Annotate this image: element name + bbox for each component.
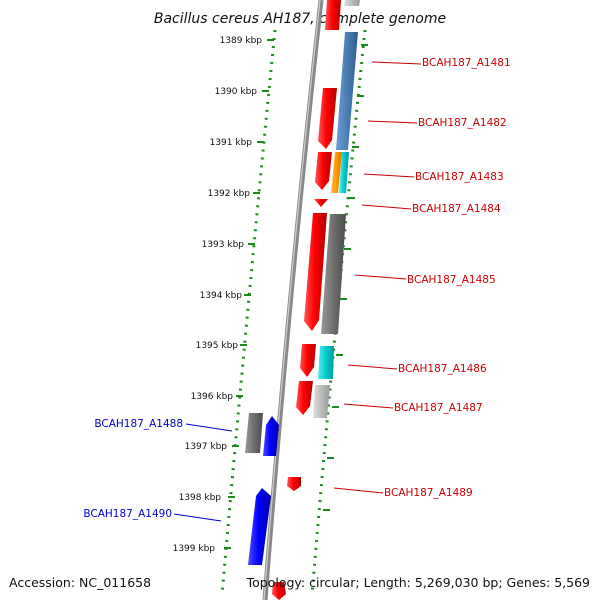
feature-block-orange[interactable]: [331, 152, 342, 193]
gene-arrow-A1483[interactable]: [315, 152, 332, 190]
gene-arrow-fragment[interactable]: [272, 582, 286, 600]
genome-backbone: [262, 0, 324, 600]
feature-block-cyan-2[interactable]: [318, 346, 334, 379]
scale-label: 1391 kbp: [210, 138, 253, 148]
feature-blocks: [245, 0, 360, 453]
topology-text: Topology: circular; Length: 5,269,030 bp…: [246, 575, 590, 590]
feature-block-cyan[interactable]: [339, 152, 349, 193]
gene-arrow-A1487[interactable]: [296, 381, 313, 415]
genome-backbone-highlight: [263, 0, 321, 600]
left-dotted-track: [220, 29, 277, 596]
scale-label: 1398 kbp: [179, 493, 222, 503]
gene-label-A1484[interactable]: BCAH187_A1484: [412, 203, 501, 215]
gene-label-A1490[interactable]: BCAH187_A1490: [83, 508, 172, 520]
scale-label: 1396 kbp: [191, 392, 234, 402]
scale-axis: 1389 kbp 1390 kbp 1391 kbp 1392 kbp 1393…: [173, 36, 274, 554]
scale-label: 1394 kbp: [200, 291, 243, 301]
right-dotted-track: [310, 29, 367, 596]
leader-line: [343, 403, 394, 409]
leader-line: [371, 61, 422, 65]
leader-line: [367, 120, 418, 124]
gene-label-A1487[interactable]: BCAH187_A1487: [394, 402, 483, 414]
scale-label: 1395 kbp: [196, 341, 239, 351]
gene-arrow-A1482[interactable]: [318, 88, 337, 149]
leader-line: [185, 423, 233, 432]
gene-arrow-A1488[interactable]: [263, 416, 279, 456]
right-leaders: [333, 61, 422, 494]
gene-label-A1481[interactable]: BCAH187_A1481: [422, 57, 511, 69]
leader-line: [347, 364, 398, 370]
accession-text: Accession: NC_011658: [9, 575, 151, 590]
gene-arrow-A1486[interactable]: [300, 344, 316, 377]
gene-arrow-A1481[interactable]: [325, 0, 341, 30]
gene-label-A1485[interactable]: BCAH187_A1485: [407, 274, 496, 286]
scale-label: 1390 kbp: [215, 87, 258, 97]
gene-label-A1482[interactable]: BCAH187_A1482: [418, 117, 507, 129]
map-title: Bacillus cereus AH187, complete genome: [154, 11, 446, 27]
gene-arrow-A1485[interactable]: [304, 213, 327, 331]
scale-label: 1393 kbp: [202, 240, 245, 250]
feature-block-steelblue[interactable]: [336, 32, 358, 150]
scale-label: 1397 kbp: [185, 442, 228, 452]
leader-line: [361, 204, 412, 210]
forward-genes: [272, 0, 341, 600]
gene-label-A1486[interactable]: BCAH187_A1486: [398, 363, 487, 375]
feature-block-gray[interactable]: [321, 214, 346, 334]
scale-label: 1389 kbp: [220, 36, 263, 46]
gene-arrow-A1490[interactable]: [248, 488, 271, 565]
reverse-genes: [248, 416, 279, 565]
leader-line: [354, 274, 407, 280]
left-leaders: [173, 423, 233, 522]
scale-label: 1392 kbp: [208, 189, 251, 199]
right-ticks: [323, 44, 368, 511]
feature-block-lightgray-2[interactable]: [313, 385, 330, 418]
gene-arrow-A1484[interactable]: [314, 199, 328, 207]
leader-line: [363, 173, 415, 178]
gene-label-A1483[interactable]: BCAH187_A1483: [415, 171, 504, 183]
gene-label-A1489[interactable]: BCAH187_A1489: [384, 487, 473, 499]
gene-label-A1488[interactable]: BCAH187_A1488: [94, 418, 183, 430]
feature-block-lightgray[interactable]: [344, 0, 360, 6]
scale-label: 1399 kbp: [173, 544, 216, 554]
feature-block-gray-left[interactable]: [245, 413, 263, 453]
leader-line: [173, 513, 222, 522]
leader-line: [333, 487, 384, 494]
gene-arrow-A1489[interactable]: [287, 477, 301, 491]
